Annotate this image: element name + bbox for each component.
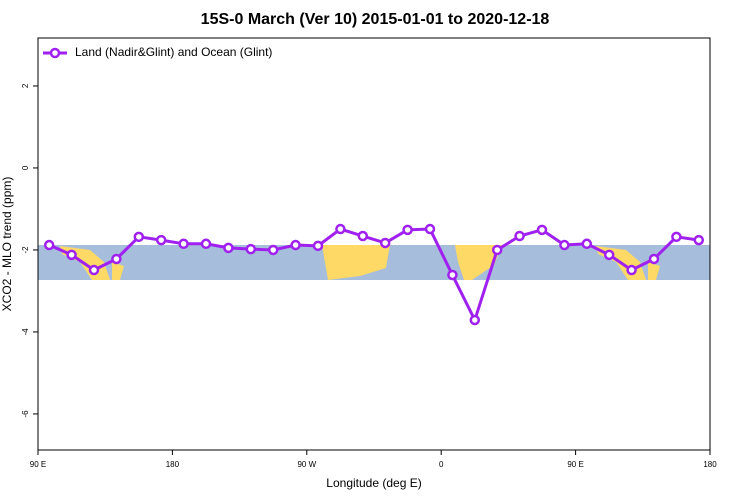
data-point [245, 243, 257, 255]
data-point [648, 253, 660, 265]
data-point [133, 231, 145, 243]
data-point [559, 239, 570, 251]
data-point [155, 234, 167, 246]
data-point [379, 237, 391, 249]
data-point [469, 314, 481, 326]
data-point [335, 223, 346, 235]
legend: Land (Nadir&Glint) and Ocean (Glint) [43, 45, 272, 59]
data-point [290, 239, 301, 251]
data-point [223, 242, 234, 254]
x-tick-label: 90 W [297, 460, 316, 469]
x-tick-label: 90 E [567, 460, 583, 469]
data-point [447, 269, 458, 281]
x-tick-label: 180 [703, 460, 717, 469]
chart-title: 15S-0 March (Ver 10) 2015-01-01 to 2020-… [201, 11, 550, 28]
data-point [514, 230, 525, 242]
data-point [111, 253, 122, 265]
y-tick-label: -6 [21, 410, 30, 418]
data-point [267, 244, 279, 256]
data-point [424, 223, 436, 235]
data-point [626, 264, 637, 276]
data-point [671, 231, 682, 243]
x-tick-label: 0 [439, 460, 444, 469]
data-point [491, 244, 503, 256]
legend-label: Land (Nadir&Glint) and Ocean (Glint) [75, 45, 272, 59]
data-point [357, 230, 369, 242]
legend-marker [49, 47, 61, 59]
data-point [200, 238, 212, 250]
data-point [603, 249, 615, 261]
x-tick-label: 90 E [30, 460, 46, 469]
y-tick-label: -4 [21, 328, 30, 336]
y-tick-label: 0 [21, 165, 30, 170]
data-point [43, 239, 55, 251]
data-point [66, 249, 77, 261]
x-tick-label: 180 [166, 460, 180, 469]
plot-frame [37, 37, 711, 451]
data-point [178, 238, 189, 250]
data-point [536, 224, 548, 236]
y-axis-label: XCO2 - MLO trend (ppm) [0, 177, 14, 312]
x-axis-label: Longitude (deg E) [326, 476, 421, 490]
y-tick-label: 2 [21, 83, 30, 88]
y-tick-label: -2 [21, 246, 30, 254]
data-point [581, 238, 593, 250]
data-point [693, 234, 705, 246]
data-point [402, 224, 413, 236]
data-point [312, 240, 324, 252]
data-point [88, 264, 100, 276]
